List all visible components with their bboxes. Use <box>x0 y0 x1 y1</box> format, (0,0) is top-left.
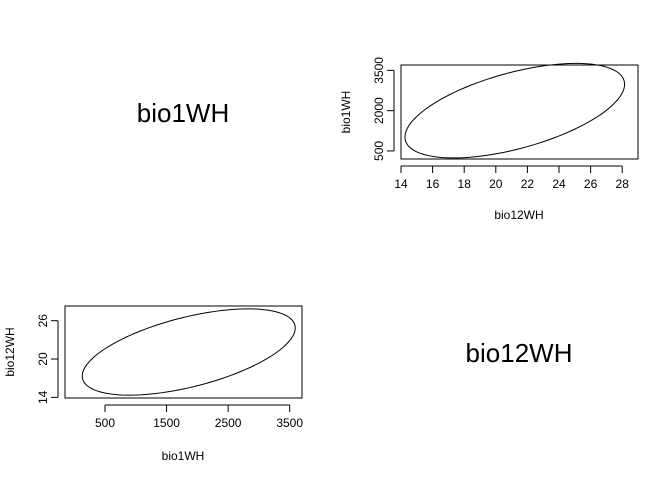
ellipse-panel-bottom-left: 500 1500 2500 3500 14 20 26 bio1WH bio12WH <box>3 305 303 463</box>
diagonal-label-bio12wh: bio12WH <box>466 338 573 368</box>
plot-box <box>400 64 639 160</box>
y-tick-label: 14 <box>36 390 50 404</box>
y-tick-label: 20 <box>36 352 50 366</box>
y-tick-label: 3500 <box>372 57 386 84</box>
y-tick-label: 26 <box>36 314 50 328</box>
x-axis-label: bio1WH <box>162 449 205 463</box>
plot-box <box>64 305 303 399</box>
x-axis: 500 1500 2500 3500 <box>95 404 303 430</box>
x-tick-label: 18 <box>458 177 472 191</box>
x-tick-label: 26 <box>584 177 598 191</box>
ellipse-panel-top-right: 14 16 18 20 22 24 26 28 500 2000 3500 bio12WH bio… <box>339 57 639 222</box>
x-tick-label: 16 <box>426 177 440 191</box>
x-tick-label: 3500 <box>276 416 303 430</box>
x-tick-label: 1500 <box>153 416 180 430</box>
diagonal-label-bio1wh: bio1WH <box>137 98 229 128</box>
confidence-ellipse <box>81 308 296 396</box>
y-tick-label: 500 <box>372 141 386 161</box>
y-axis-label: bio1WH <box>339 91 353 134</box>
x-tick-label: 500 <box>95 416 115 430</box>
y-axis: 500 2000 3500 <box>372 57 395 161</box>
x-tick-label: 2500 <box>215 416 242 430</box>
x-axis: 14 16 18 20 22 24 26 28 <box>394 165 630 191</box>
x-tick-label: 28 <box>616 177 630 191</box>
x-tick-label: 22 <box>521 177 535 191</box>
x-tick-label: 24 <box>552 177 566 191</box>
y-axis: 14 20 26 <box>36 314 59 404</box>
x-axis-label: bio12WH <box>494 208 543 222</box>
y-tick-label: 2000 <box>372 97 386 124</box>
x-tick-label: 20 <box>489 177 503 191</box>
confidence-ellipse <box>404 62 626 159</box>
x-tick-label: 14 <box>394 177 408 191</box>
y-axis-label: bio12WH <box>3 327 17 376</box>
